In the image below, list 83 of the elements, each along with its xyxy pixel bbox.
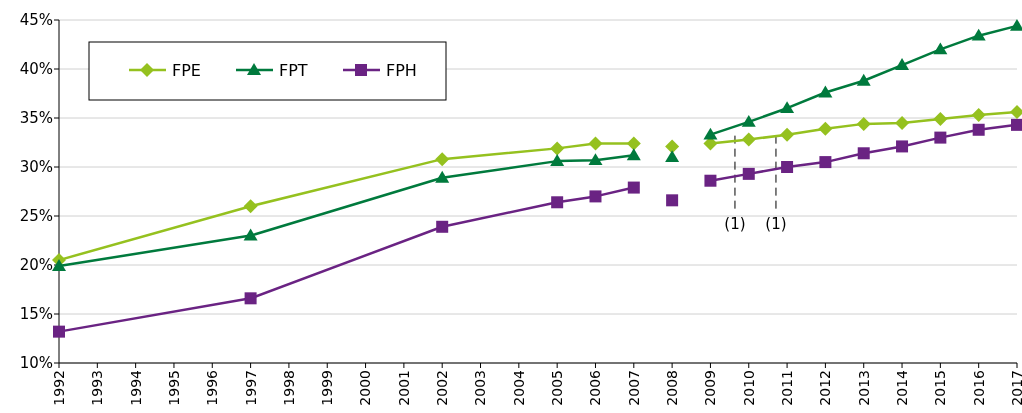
point bbox=[435, 152, 450, 167]
point bbox=[626, 136, 641, 151]
x-tick-label: 2000 bbox=[357, 370, 374, 406]
x-tick-label: 1999 bbox=[319, 370, 336, 406]
y-tick-label: 25% bbox=[19, 207, 53, 226]
point bbox=[666, 194, 679, 207]
annotation: (1) bbox=[765, 214, 787, 233]
point bbox=[550, 141, 565, 156]
point bbox=[665, 150, 680, 163]
point bbox=[971, 28, 986, 41]
point bbox=[933, 42, 948, 55]
point bbox=[626, 148, 641, 161]
x-tick-label: 2005 bbox=[549, 370, 566, 406]
point bbox=[588, 153, 603, 166]
legend-label: FPE bbox=[172, 61, 201, 80]
annotation: (1) bbox=[724, 214, 746, 233]
x-tick-label: 1994 bbox=[127, 369, 144, 406]
point bbox=[741, 114, 756, 127]
point bbox=[780, 101, 795, 114]
point bbox=[244, 292, 257, 305]
point bbox=[704, 174, 717, 187]
x-tick-label: 2012 bbox=[817, 370, 834, 406]
x-tick-label: 2017 bbox=[1008, 370, 1022, 406]
x-tick-label: 2014 bbox=[893, 369, 910, 406]
point bbox=[934, 131, 947, 144]
x-tick-label: 1992 bbox=[50, 370, 67, 406]
y-tick-label: 30% bbox=[19, 158, 53, 177]
point bbox=[896, 140, 909, 153]
point bbox=[856, 73, 871, 86]
point bbox=[895, 115, 910, 130]
x-tick-label: 2002 bbox=[434, 370, 451, 406]
y-tick-label: 40% bbox=[19, 60, 53, 79]
x-tick-label: 2010 bbox=[740, 370, 757, 406]
point bbox=[53, 325, 65, 338]
x-tick-label: 2003 bbox=[472, 370, 489, 406]
x-tick-label: 2007 bbox=[625, 370, 642, 406]
x-tick-label: 2015 bbox=[932, 370, 949, 406]
point bbox=[550, 154, 565, 167]
point bbox=[819, 156, 832, 169]
x-tick-label: 2001 bbox=[395, 370, 412, 406]
point bbox=[818, 121, 833, 136]
x-tick-label: 1993 bbox=[89, 370, 106, 406]
point bbox=[627, 181, 640, 194]
point bbox=[742, 167, 755, 180]
point bbox=[52, 258, 66, 271]
x-tick-label: 2011 bbox=[778, 370, 795, 406]
legend-label: FPT bbox=[279, 61, 308, 80]
x-tick-label: 2016 bbox=[970, 369, 987, 406]
point bbox=[780, 127, 795, 142]
point bbox=[665, 139, 680, 154]
x-tick-label: 1995 bbox=[165, 370, 182, 406]
legend-label: FPH bbox=[386, 61, 417, 80]
point bbox=[703, 127, 718, 140]
x-tick-label: 2006 bbox=[587, 369, 604, 406]
y-tick-label: 15% bbox=[19, 305, 53, 324]
point bbox=[741, 132, 756, 147]
point bbox=[588, 136, 603, 151]
point bbox=[856, 116, 871, 131]
point bbox=[1011, 118, 1022, 131]
x-tick-label: 2013 bbox=[855, 370, 872, 406]
point bbox=[243, 228, 258, 241]
point bbox=[971, 108, 986, 123]
point bbox=[933, 111, 948, 126]
point bbox=[436, 220, 449, 233]
y-tick-label: 10% bbox=[19, 354, 53, 373]
point bbox=[243, 199, 258, 214]
x-tick-label: 2004 bbox=[510, 369, 527, 406]
point bbox=[895, 58, 910, 70]
y-tick-label: 45% bbox=[19, 11, 53, 30]
point bbox=[857, 147, 870, 160]
point bbox=[781, 161, 794, 173]
point bbox=[435, 170, 450, 183]
y-tick-label: 35% bbox=[19, 109, 53, 128]
x-tick-label: 1996 bbox=[204, 369, 221, 406]
point bbox=[972, 123, 985, 136]
x-tick-label: 2008 bbox=[664, 370, 681, 406]
point bbox=[589, 190, 602, 203]
x-tick-label: 1997 bbox=[242, 370, 259, 406]
x-tick-label: 2009 bbox=[702, 370, 719, 406]
point bbox=[818, 85, 833, 98]
point bbox=[551, 196, 564, 209]
x-tick-label: 1998 bbox=[280, 370, 297, 406]
y-tick-label: 20% bbox=[19, 256, 53, 275]
